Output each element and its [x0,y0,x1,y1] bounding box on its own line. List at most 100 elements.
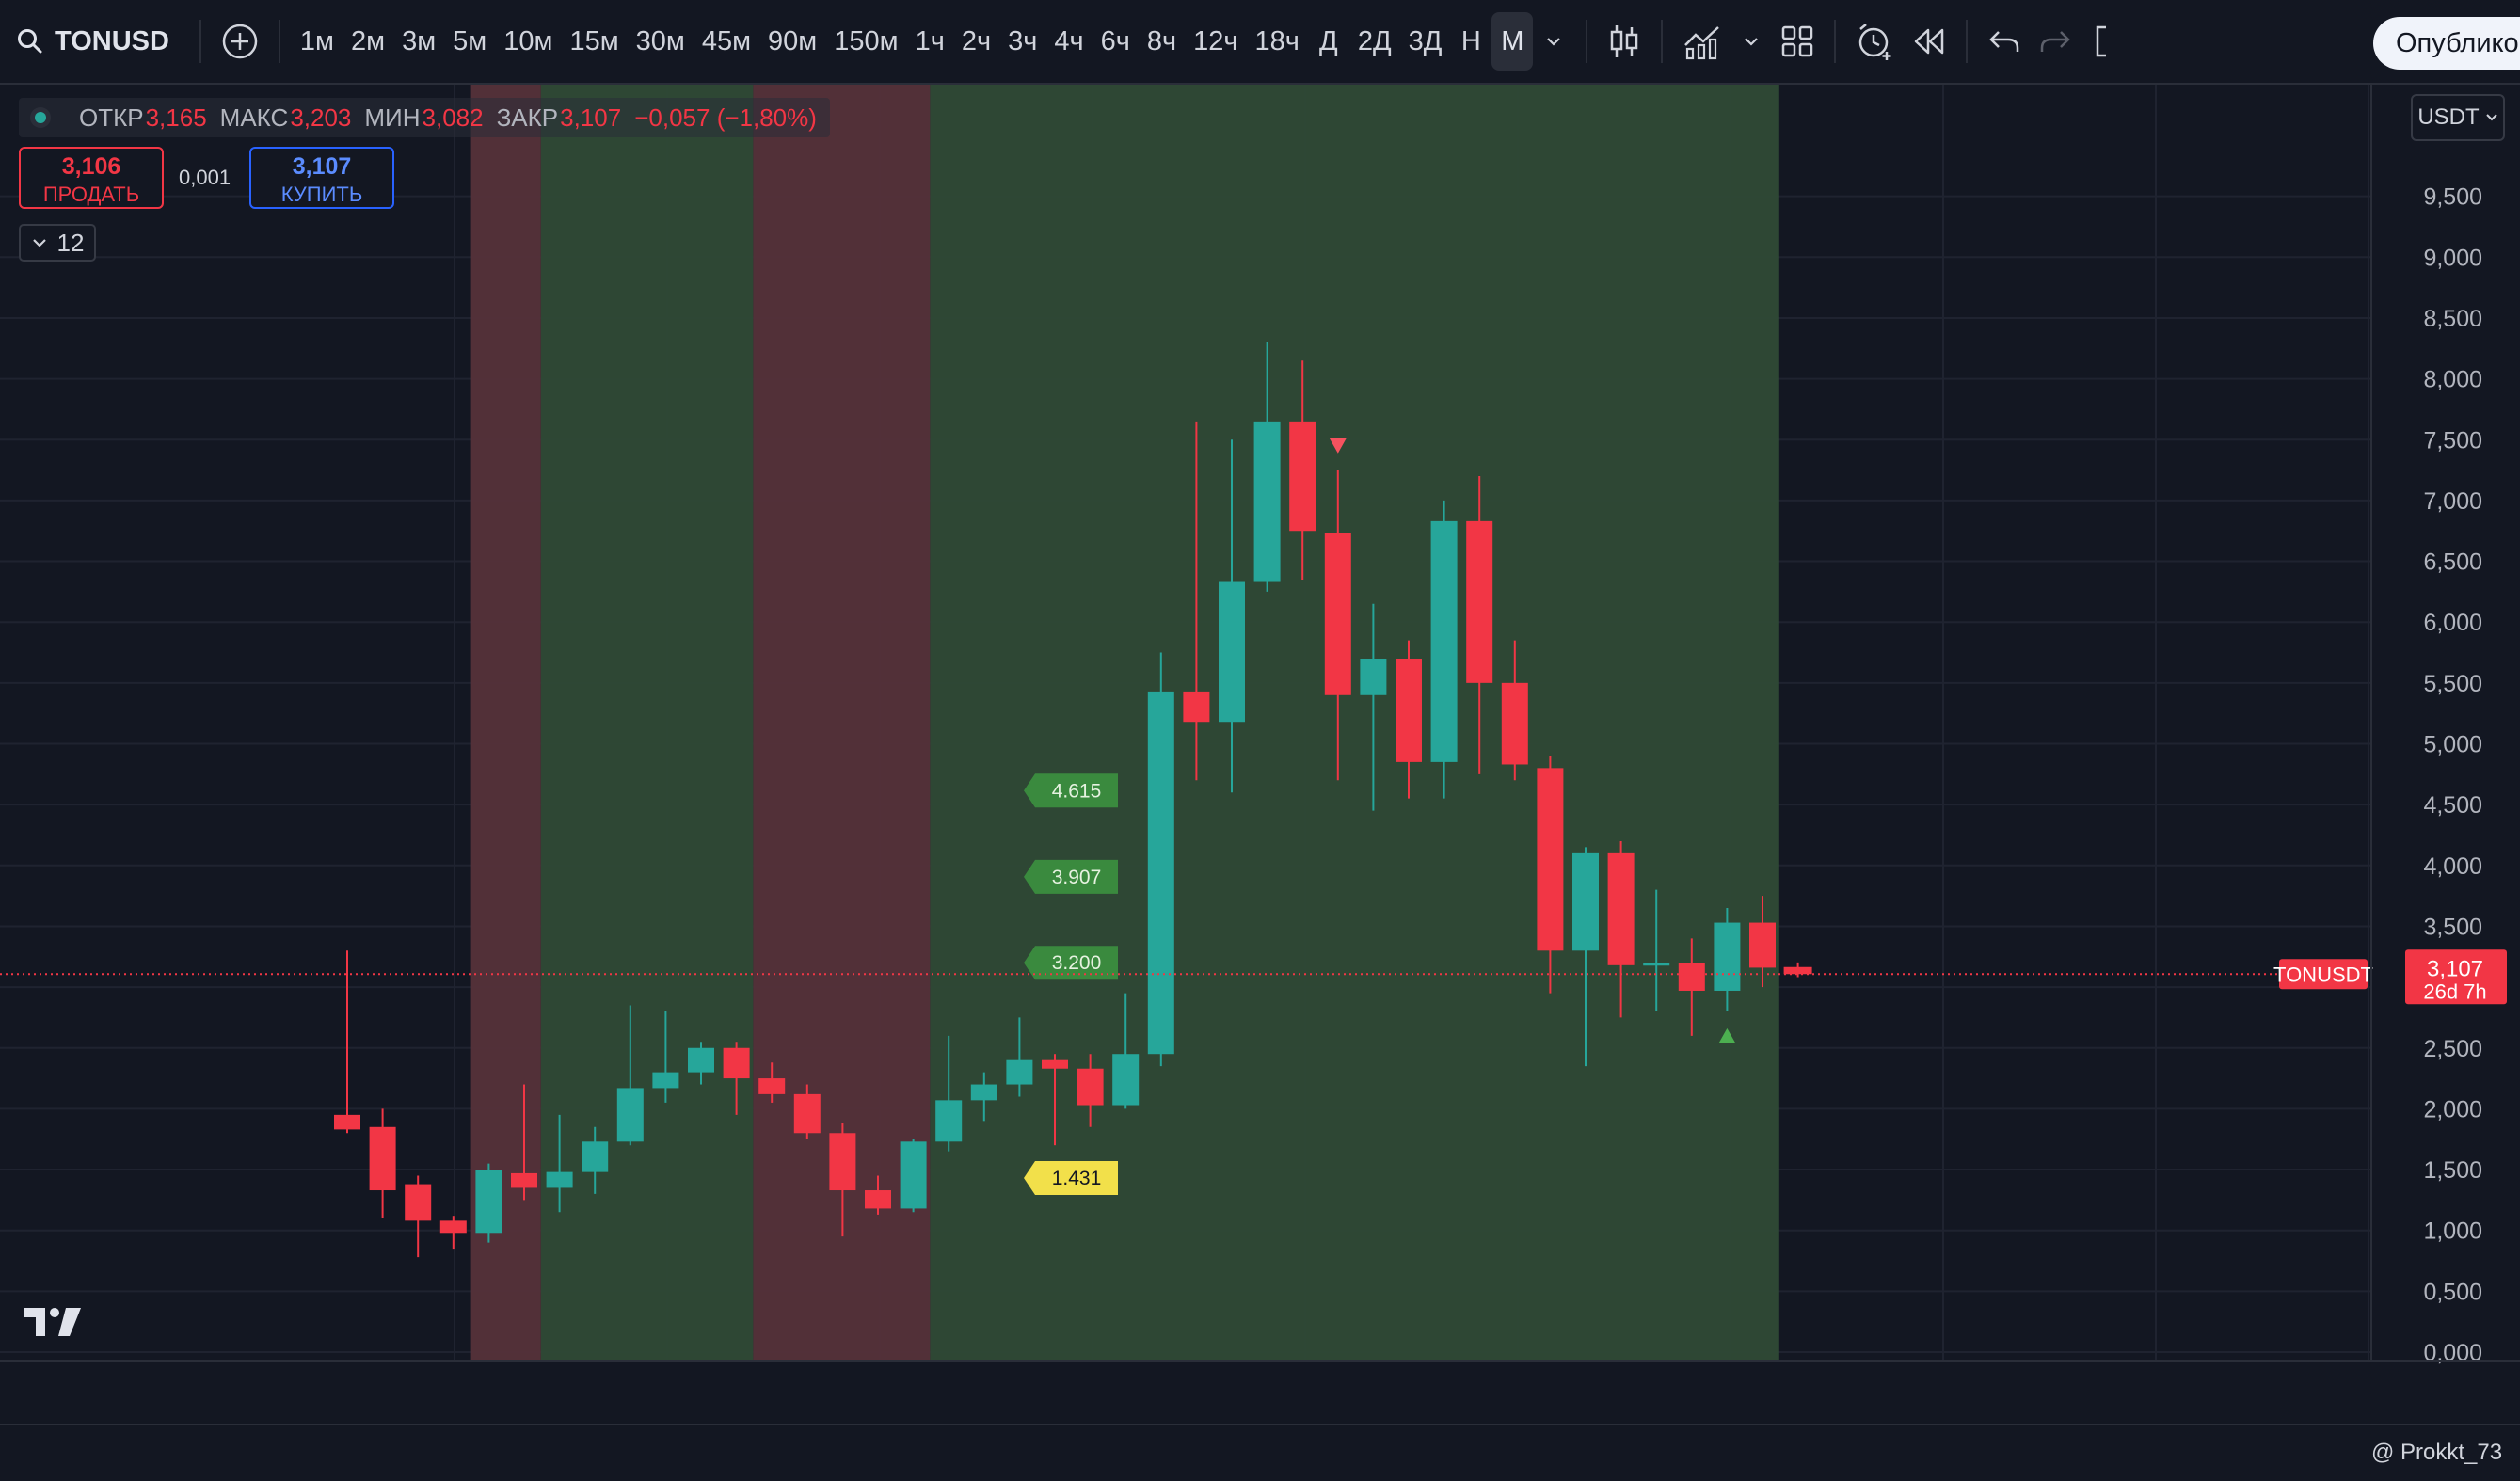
indicators-icon [1684,26,1720,60]
indicators-collapse-button[interactable]: 12 [19,224,96,262]
redo-button[interactable] [2030,12,2081,71]
close-label: ЗАКР [496,103,559,132]
interval-button[interactable]: Н [1460,25,1481,56]
level-label-text: 3.907 [1052,867,1102,888]
price-axis[interactable]: 0,000 0,500 1,000 1,500 2,000 2,500 3,500 4,000… [2370,85,2507,1366]
candle [1289,360,1316,580]
currency-select[interactable]: USDT [2411,94,2505,141]
price-tick-label: 0,500 [2423,1279,2482,1305]
level-label: 1.431 [1024,1160,1118,1195]
interval-button[interactable]: 12ч [1193,25,1238,56]
indicators-count: 12 [56,228,85,257]
buy-button[interactable]: 3,107 КУПИТЬ [249,147,394,209]
candle-body [1430,520,1458,762]
current-price-bg [2405,949,2507,1005]
level-label: 4.615 [1024,773,1118,808]
candle [511,1084,537,1201]
interval-button[interactable]: 3Д [1408,25,1443,56]
interval-button[interactable]: М [1491,12,1534,71]
candle-body [1572,852,1599,951]
candle-body [582,1141,609,1172]
indicators-dropdown-button[interactable] [1731,12,1772,71]
toolbar-divider [1586,20,1588,63]
low-label: МИН [364,103,421,132]
candle [793,1084,821,1139]
open-label: ОТКР [79,103,144,132]
sell-button[interactable]: 3,106 ПРОДАТЬ [19,147,164,209]
interval-button[interactable]: 15м [569,25,619,56]
interval-button[interactable]: 18ч [1254,25,1300,56]
level-label-bg [1024,773,1118,808]
price-tick-label: 9,500 [2423,184,2482,211]
price-tick-label: 0,000 [2423,1340,2482,1366]
interval-button[interactable]: 3м [402,25,437,56]
symbol-search-button[interactable]: TONUSD [0,0,188,84]
alert-button[interactable] [1847,12,1904,71]
buy-price: 3,107 [292,153,352,180]
interval-button[interactable]: Д [1319,25,1338,56]
price-tick-label: 5,000 [2423,732,2482,758]
search-icon [18,29,42,54]
candle-body [758,1078,786,1094]
level-label: 3.200 [1024,946,1118,980]
current-price-line: TONUSDT [0,959,2373,990]
candle-body [1324,533,1351,695]
interval-button[interactable]: 4ч [1054,25,1084,56]
price-chart[interactable]: 4.615 3.907 3.200 1.431 TONUSDT 0,000 0,500 1… [0,85,2520,1425]
interval-button[interactable]: 2м [351,25,386,56]
layout-button[interactable] [1772,12,1823,71]
candle [1607,840,1635,1018]
level-label: 3.907 [1024,859,1118,894]
compare-button[interactable] [213,12,267,71]
candle [1783,962,1812,978]
candle [1183,421,1210,781]
price-symbol-bg [2279,959,2368,990]
candle [723,1042,750,1115]
price-symbol-tag: TONUSDT [2273,959,2373,990]
undo-button[interactable] [1979,12,2030,71]
price-tick-label: 7,500 [2423,427,2482,454]
price-tick-label: 9,000 [2423,245,2482,271]
interval-dropdown-button[interactable] [1533,12,1574,71]
candle [1077,1054,1104,1127]
interval-button[interactable]: 6ч [1100,25,1130,56]
candle [865,1175,891,1215]
interval-button[interactable]: 10м [503,25,553,56]
price-tick-label: 8,500 [2423,306,2482,332]
replay-button[interactable] [1904,12,1954,71]
undo-icon [1989,31,2019,52]
tradingview-logo-icon[interactable] [24,1306,85,1338]
interval-button[interactable]: 45м [701,25,752,56]
sell-signal-icon [1329,438,1347,454]
candle [405,1175,432,1258]
interval-button[interactable]: 8ч [1146,25,1177,56]
interval-button[interactable]: 2ч [961,25,992,56]
chart-type-button[interactable] [1599,12,1650,71]
interval-button[interactable]: 90м [768,25,818,56]
interval-button[interactable]: 150м [834,25,899,56]
candle [1006,1017,1033,1097]
level-label-bg [1024,859,1118,894]
candle-body [334,1114,360,1130]
interval-button[interactable]: 3ч [1008,25,1038,56]
highlight-zones [470,85,1779,1361]
fullscreen-button[interactable] [2081,12,2122,71]
interval-button[interactable]: 2Д [1357,25,1392,56]
candle-body [900,1141,927,1209]
candle [1430,500,1458,799]
interval-button[interactable]: 1ч [915,25,945,56]
interval-button[interactable]: 5м [453,25,487,56]
interval-button[interactable]: 30м [635,25,685,56]
candle-body [652,1072,679,1089]
interval-button[interactable]: 1м [299,25,334,56]
currency-value: USDT [2417,104,2480,130]
indicators-button[interactable] [1674,12,1731,71]
time-axis[interactable]: Июл2023Июл2024Июл2025Июл2026Июл2027 [0,1360,2520,1425]
candle-body [1537,768,1564,951]
price-tick-label: 4,000 [2423,853,2482,880]
candle-body [1183,691,1210,723]
redo-icon [2041,31,2071,52]
publish-button[interactable]: Опублико [2373,17,2520,70]
candle-body [475,1170,502,1234]
